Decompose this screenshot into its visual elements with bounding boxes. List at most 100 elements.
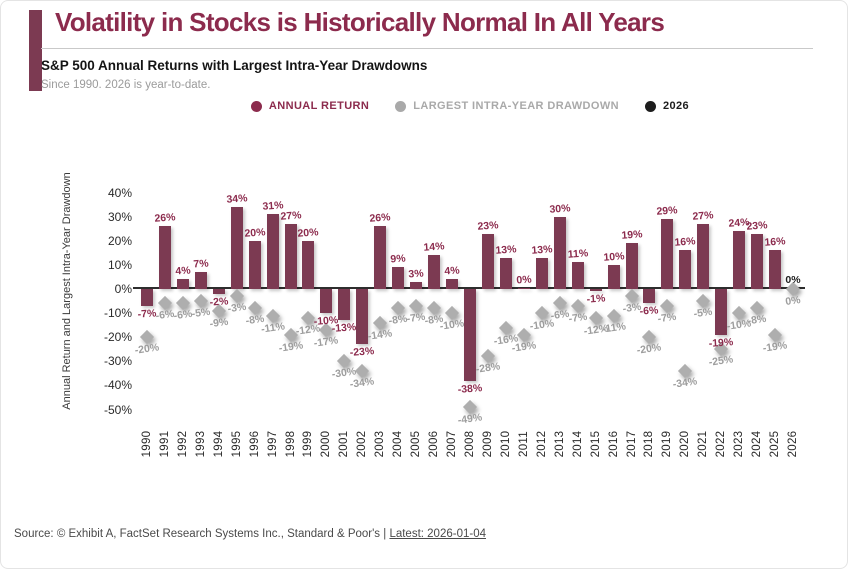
plot-area: -20% -7% 1990 -6% 26% 1991 -6% 4% 1992 -5% 7% 1993-…	[133, 166, 805, 457]
bar	[553, 216, 566, 289]
annual-return-label: 0%	[515, 272, 532, 287]
drawdown-diamond	[391, 301, 406, 316]
bar	[356, 289, 369, 345]
bar	[571, 262, 584, 289]
bar	[176, 279, 189, 289]
y-tick-label: 20%	[107, 233, 132, 248]
annual-return-label: 27%	[692, 209, 715, 223]
annual-return-label: 13%	[494, 242, 517, 257]
x-tick-label: 2016	[607, 430, 620, 458]
annual-return-label: 11%	[567, 247, 589, 262]
x-tick-label: 2009	[481, 430, 494, 458]
legend-item-drawdown: LARGEST INTRA-YEAR DRAWDOWN	[395, 100, 619, 112]
annual-return-label: 14%	[423, 240, 445, 254]
title-accent-bar	[29, 10, 42, 91]
drawdown-label: -20%	[134, 341, 160, 357]
x-tick-label: 2022	[715, 430, 728, 458]
drawdown-diamond	[462, 400, 478, 415]
y-tick-label: -20%	[103, 330, 132, 345]
latest-date-link[interactable]: Latest: 2026-01-04	[389, 528, 486, 540]
source-text: Source: © Exhibit A, FactSet Research Sy…	[14, 528, 390, 540]
legend-item-2026: 2026	[644, 100, 689, 112]
bar	[679, 250, 692, 289]
y-axis-title: Annual Return and Largest Intra-Year Dra…	[61, 172, 73, 410]
bar	[535, 257, 548, 289]
x-tick-label: 1993	[194, 430, 207, 458]
x-tick-label: 2006	[428, 430, 441, 458]
legend-label-drawdown: LARGEST INTRA-YEAR DRAWDOWN	[413, 100, 619, 112]
x-tick-label: 2008	[464, 430, 476, 458]
x-tick-label: 2020	[679, 430, 692, 458]
annual-return-label: 26%	[153, 211, 176, 226]
bar	[751, 233, 764, 289]
y-tick-label: 40%	[107, 185, 132, 200]
bar	[715, 289, 728, 335]
bar	[607, 264, 620, 289]
bar	[248, 240, 261, 289]
annual-return-label: 23%	[477, 218, 499, 233]
x-tick-label: 2002	[356, 430, 369, 458]
bar	[464, 289, 476, 381]
bar	[374, 226, 387, 289]
zero-axis-line	[133, 287, 805, 289]
bar	[410, 281, 423, 289]
annual-return-label: 13%	[530, 242, 553, 257]
x-tick-label: 2023	[733, 430, 746, 458]
bar	[284, 223, 297, 289]
bar	[661, 219, 674, 289]
annual-return-label: 26%	[369, 211, 392, 226]
bar	[428, 255, 441, 289]
bar	[194, 272, 207, 289]
y-tick-label: 0%	[114, 282, 132, 296]
bar	[338, 289, 351, 321]
bar	[320, 289, 333, 314]
drawdown-diamond	[498, 320, 513, 335]
x-tick-label: 2025	[769, 430, 782, 458]
annual-return-label: 20%	[243, 226, 266, 240]
bar	[392, 267, 405, 289]
x-tick-label: 2015	[589, 430, 602, 458]
bar	[481, 233, 494, 289]
legend: ANNUAL RETURN LARGEST INTRA-YEAR DRAWDOW…	[138, 100, 802, 112]
y-tick-label: -30%	[103, 354, 132, 369]
x-tick-label: 2014	[571, 430, 584, 458]
annual-return-label: 20%	[297, 226, 320, 240]
bar	[140, 289, 153, 306]
drawdown-diamond	[678, 363, 693, 379]
drawdown-diamond	[409, 298, 424, 313]
y-tick-label: -40%	[103, 378, 132, 393]
annual-return-label: -23%	[349, 345, 375, 360]
chart-note: Since 1990. 2026 is year-to-date.	[41, 79, 211, 91]
x-tick-label: 2000	[320, 430, 333, 458]
x-tick-label: 1994	[212, 430, 225, 458]
x-tick-label: 2024	[751, 430, 764, 458]
drawdown-diamond	[552, 296, 567, 311]
annual-return-label: -38%	[457, 381, 483, 396]
drawdown-diamond	[624, 289, 639, 304]
annual-return-label: 3%	[408, 267, 425, 281]
bar	[302, 240, 315, 289]
drawdown-label: -34%	[672, 375, 699, 391]
bar	[733, 231, 746, 289]
x-tick-label: 2010	[499, 430, 512, 458]
x-tick-label: 1996	[248, 430, 261, 458]
x-tick-label: 1991	[158, 430, 171, 458]
bar	[643, 289, 656, 304]
bar	[499, 257, 512, 289]
x-tick-label: 2019	[661, 430, 674, 458]
annual-return-label: 4%	[444, 264, 461, 278]
annual-return-dot-icon	[250, 100, 262, 112]
x-tick-label: 1995	[230, 430, 243, 458]
bar	[230, 207, 243, 289]
annual-return-label: 30%	[548, 201, 571, 216]
x-tick-label: 2003	[374, 430, 387, 458]
y-tick-label: 30%	[107, 209, 132, 224]
source-line: Source: © Exhibit A, FactSet Research Sy…	[14, 528, 486, 540]
bar	[446, 279, 459, 289]
drawdown-diamond	[768, 327, 783, 342]
x-tick-label: 1997	[266, 430, 279, 458]
drawdown-diamond	[785, 281, 801, 297]
drawdown-label: 0%	[784, 294, 802, 308]
page-title: Volatility in Stocks is Historically Nor…	[55, 7, 665, 37]
